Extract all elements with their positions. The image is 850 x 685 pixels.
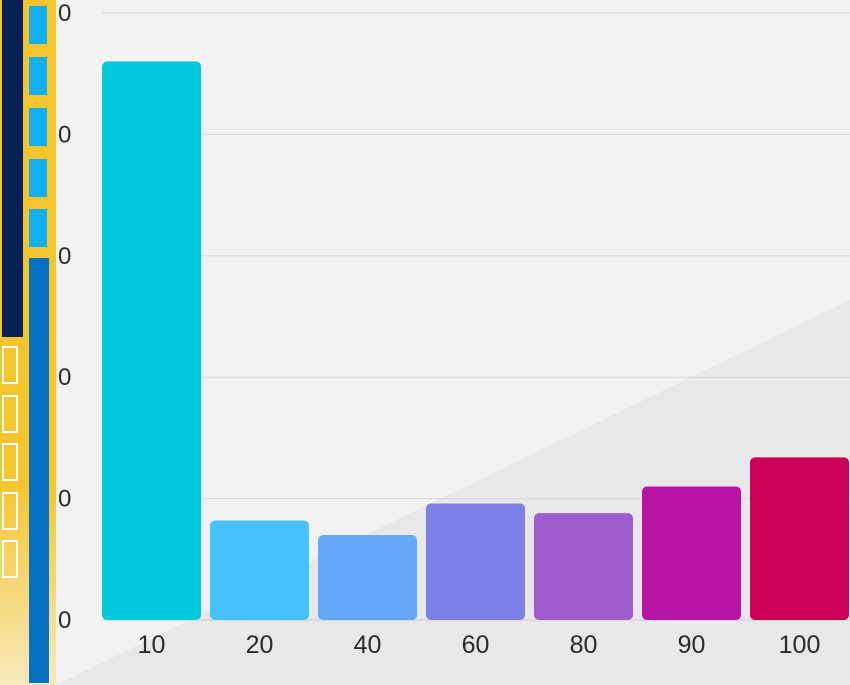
x-tick-label: 40 (354, 631, 382, 659)
left-edge-outline-1 (2, 346, 18, 384)
x-tick-label: 20 (246, 631, 274, 659)
left-edge-tile-1 (29, 6, 47, 44)
bar (642, 486, 741, 620)
left-edge-outline-5 (2, 540, 18, 578)
bar (210, 520, 309, 620)
left-edge-tile-4 (29, 159, 47, 197)
x-tick-label: 10 (138, 631, 166, 659)
left-edge-outline-2 (2, 395, 18, 433)
left-edge-outline-4 (2, 492, 18, 530)
y-tick-label: 0 (58, 607, 71, 634)
bar (534, 513, 633, 620)
bar (426, 503, 525, 620)
y-tick-label: 0 (58, 486, 71, 513)
x-tick-label: 80 (570, 631, 598, 659)
left-edge-outline-3 (2, 443, 18, 481)
y-tick-label: 0 (58, 121, 71, 148)
left-edge-blue-bar (29, 258, 49, 683)
y-tick-label: 0 (58, 364, 71, 391)
y-tick-label: 0 (58, 0, 71, 27)
left-edge-navy-bar (2, 0, 23, 337)
x-tick-label: 90 (678, 631, 706, 659)
x-tick-label: 60 (462, 631, 490, 659)
x-tick-label: 100 (779, 631, 821, 659)
left-edge-tile-5 (29, 209, 47, 247)
bar (750, 457, 849, 620)
y-tick-label: 0 (58, 243, 71, 270)
bar (318, 535, 417, 620)
left-edge-tile-3 (29, 108, 47, 146)
bar-chart: 0 0 0 0 0 0 10 20 40 60 80 90 100 (56, 0, 850, 685)
left-edge-tile-2 (29, 57, 47, 95)
bar (102, 61, 201, 621)
